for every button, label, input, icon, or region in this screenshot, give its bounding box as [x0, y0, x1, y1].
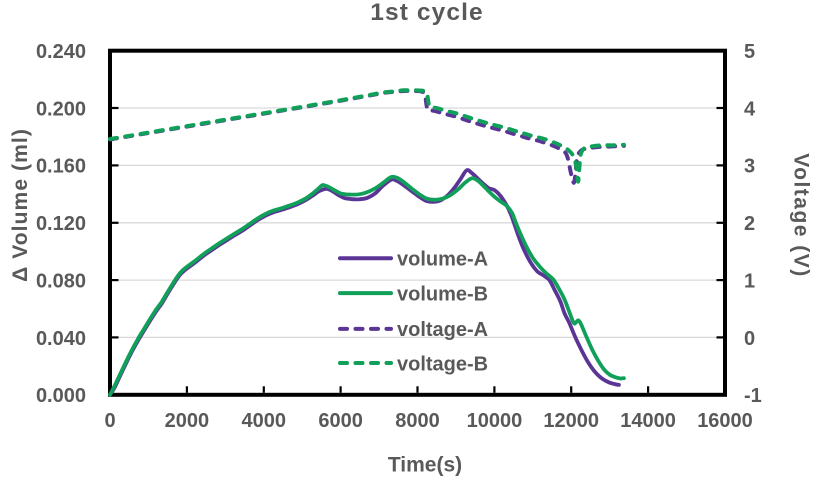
- svg-text:2: 2: [744, 213, 755, 235]
- svg-text:1st cycle: 1st cycle: [370, 0, 483, 26]
- svg-text:0.040: 0.040: [36, 328, 86, 350]
- svg-text:voltage-A: voltage-A: [397, 319, 488, 341]
- svg-text:4: 4: [744, 98, 756, 120]
- svg-text:4000: 4000: [242, 410, 287, 432]
- svg-text:16000: 16000: [697, 410, 753, 432]
- svg-text:0.080: 0.080: [36, 270, 86, 292]
- svg-text:0.200: 0.200: [36, 98, 86, 120]
- svg-text:-1: -1: [744, 385, 762, 407]
- svg-text:3: 3: [744, 156, 755, 178]
- svg-text:0: 0: [744, 328, 755, 350]
- svg-text:voltage-B: voltage-B: [397, 353, 488, 375]
- svg-text:0.240: 0.240: [36, 41, 86, 63]
- svg-text:8000: 8000: [395, 410, 440, 432]
- svg-text:0.000: 0.000: [36, 385, 86, 407]
- svg-text:Voltage (V): Voltage (V): [790, 153, 813, 278]
- svg-text:0.160: 0.160: [36, 156, 86, 178]
- svg-text:volume-A: volume-A: [397, 249, 488, 271]
- svg-text:6000: 6000: [318, 410, 363, 432]
- svg-text:0.120: 0.120: [36, 213, 86, 235]
- svg-text:12000: 12000: [543, 410, 599, 432]
- svg-text:0: 0: [104, 410, 115, 432]
- svg-text:volume-B: volume-B: [397, 283, 488, 305]
- svg-text:1: 1: [744, 270, 755, 292]
- svg-text:10000: 10000: [467, 410, 523, 432]
- svg-text:Time(s): Time(s): [388, 454, 462, 477]
- svg-text:5: 5: [744, 41, 755, 63]
- svg-text:2000: 2000: [165, 410, 210, 432]
- svg-text:Δ Volume (ml): Δ Volume (ml): [9, 128, 32, 282]
- svg-text:14000: 14000: [620, 410, 676, 432]
